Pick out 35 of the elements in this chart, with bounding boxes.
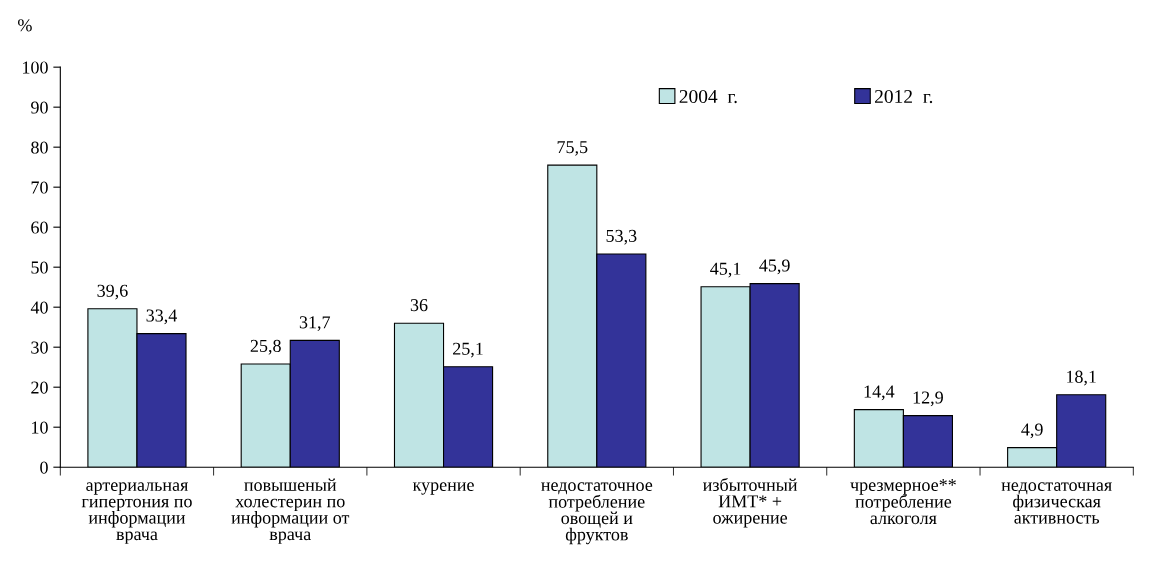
data-label: 39,6 — [97, 284, 128, 300]
y-tick-label: 20 — [31, 381, 48, 394]
data-label: 25,8 — [250, 339, 281, 355]
data-label: 45,9 — [759, 259, 790, 275]
data-label: 18,1 — [1066, 370, 1096, 386]
x-tick-label: недостаточное потребление овощей и фруктов — [541, 482, 653, 545]
y-tick-label: 100 — [23, 61, 48, 74]
x-tick-label: повышеный холестерин по информации от врача — [231, 478, 350, 544]
data-label: 45,1 — [710, 262, 741, 278]
y-tick-label: 90 — [31, 101, 48, 114]
x-tick-label: артериальная гипертония по информации врача — [81, 482, 192, 544]
y-tick-label: 80 — [31, 141, 48, 154]
data-label: 53,3 — [606, 229, 637, 245]
data-label: 4,9 — [1021, 423, 1043, 439]
y-tick-label: 60 — [31, 221, 48, 234]
y-tick-label: 30 — [31, 341, 48, 354]
x-tick-label: недостаточная физическая активность — [1001, 482, 1112, 524]
y-tick-label: 70 — [31, 181, 48, 194]
legend-label: 2004 г. — [679, 89, 737, 104]
y-tick-label: 0 — [40, 461, 48, 474]
legend-label: 2012 г. — [875, 89, 933, 104]
data-label: 31,7 — [299, 316, 331, 331]
data-label: 33,4 — [146, 309, 178, 325]
data-label: 25,1 — [453, 342, 483, 358]
data-label: 12,9 — [913, 391, 943, 407]
y-axis-title: % — [18, 19, 32, 32]
data-label: 14,4 — [864, 385, 895, 401]
data-label: 36 — [410, 299, 428, 312]
y-tick-label: 40 — [30, 301, 48, 314]
y-tick-label: 50 — [31, 261, 48, 274]
x-tick-label: избыточный ИМТ* + ожирение — [703, 477, 798, 528]
x-tick-label: чрезмерное** потребление алкоголя — [850, 479, 956, 525]
y-tick-label: 10 — [32, 421, 48, 434]
x-tick-label: курение — [412, 482, 474, 495]
data-label: 75,5 — [557, 141, 588, 156]
